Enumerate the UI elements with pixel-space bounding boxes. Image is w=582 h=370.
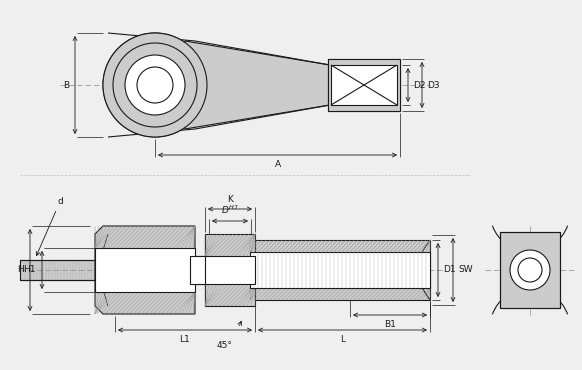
Polygon shape <box>20 260 100 280</box>
Polygon shape <box>205 256 255 284</box>
Text: K: K <box>227 195 233 204</box>
Text: L: L <box>340 335 345 344</box>
Polygon shape <box>95 226 195 314</box>
Polygon shape <box>190 256 210 284</box>
Text: H: H <box>17 266 24 275</box>
Circle shape <box>125 55 185 115</box>
Text: D1: D1 <box>443 266 456 275</box>
Circle shape <box>125 55 185 115</box>
Circle shape <box>137 67 173 103</box>
Text: D3: D3 <box>427 81 439 90</box>
Text: SW: SW <box>458 266 473 275</box>
Circle shape <box>510 250 550 290</box>
Polygon shape <box>185 41 330 129</box>
Text: 45°: 45° <box>217 341 233 350</box>
Text: H1: H1 <box>23 266 36 275</box>
Polygon shape <box>331 65 397 105</box>
Circle shape <box>518 258 542 282</box>
Circle shape <box>113 43 197 127</box>
Text: A: A <box>275 160 281 169</box>
Circle shape <box>137 67 173 103</box>
Polygon shape <box>205 234 255 306</box>
Polygon shape <box>95 248 195 292</box>
Text: d: d <box>36 197 63 256</box>
Text: B: B <box>63 81 69 90</box>
Circle shape <box>103 33 207 137</box>
Polygon shape <box>500 232 560 308</box>
Polygon shape <box>250 252 430 288</box>
Text: L1: L1 <box>180 335 190 344</box>
Polygon shape <box>328 59 400 111</box>
Polygon shape <box>250 240 430 300</box>
Text: $D^{H7}$: $D^{H7}$ <box>221 204 239 216</box>
Text: B1: B1 <box>384 320 396 329</box>
Text: D2: D2 <box>413 81 425 90</box>
Circle shape <box>113 43 197 127</box>
Circle shape <box>103 33 207 137</box>
